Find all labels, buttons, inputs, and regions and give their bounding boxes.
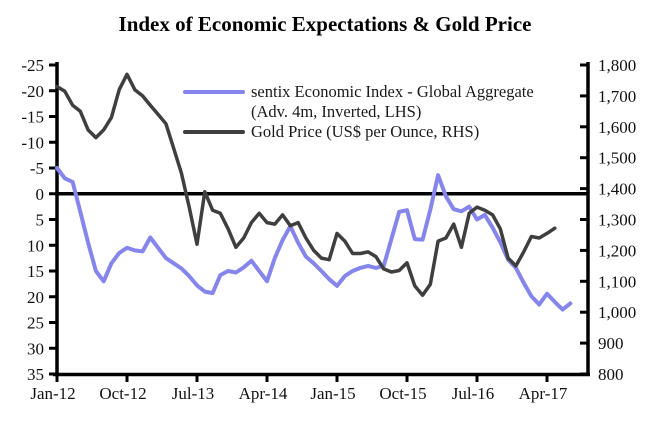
x-axis-tick-label: Oct-15 <box>379 384 426 403</box>
y-axis-right-tick-label: 1,800 <box>598 56 636 75</box>
y-axis-right-tick-label: 900 <box>598 334 624 353</box>
y-axis-right-tick-label: 1,700 <box>598 87 636 106</box>
y-axis-right-tick-label: 1,500 <box>598 149 636 168</box>
y-axis-left-tick-label: 5 <box>36 211 45 230</box>
series-line-gold <box>55 72 557 297</box>
y-axis-left-tick-label: -15 <box>21 108 44 127</box>
legend-label-sentix-line1: sentix Economic Index - Global Aggregate <box>251 82 534 101</box>
y-axis-left-tick-label: -20 <box>21 82 44 101</box>
y-axis-right-tick-label: 1,300 <box>598 211 636 230</box>
legend-item-gold: Gold Price (US$ per Ounce, RHS) <box>183 122 534 142</box>
y-axis-right-tick-label: 800 <box>598 365 624 384</box>
x-axis-tick-label: Jul-13 <box>172 384 215 403</box>
x-axis-tick-label: Jan-12 <box>30 384 75 403</box>
y-axis-right-tick-label: 1,600 <box>598 118 636 137</box>
legend-swatch-sentix-line <box>183 90 245 94</box>
chart-title: Index of Economic Expectations & Gold Pr… <box>118 12 532 36</box>
series-line-sentix <box>55 166 573 312</box>
x-axis-tick-label: Oct-12 <box>99 384 146 403</box>
legend-label-gold: Gold Price (US$ per Ounce, RHS) <box>251 122 480 141</box>
legend-swatch-gold-line <box>183 130 245 134</box>
y-axis-left-tick-label: 35 <box>27 365 44 384</box>
y-axis-left-tick-label: 10 <box>27 236 44 255</box>
y-axis-right-tick-label: 1,000 <box>598 303 636 322</box>
y-axis-left-tick-label: 0 <box>36 185 45 204</box>
y-axis-left-tick-label: -10 <box>21 133 44 152</box>
x-axis-tick-label: Apr-14 <box>239 384 288 403</box>
y-axis-right-tick-label: 1,200 <box>598 241 636 260</box>
y-axis-left-tick-label: -25 <box>21 56 44 75</box>
y-axis-left-tick-label: 20 <box>27 288 44 307</box>
x-axis-tick-label: Jul-16 <box>452 384 495 403</box>
y-axis-left-tick-label: 15 <box>27 262 44 281</box>
legend-label-sentix-line2: (Adv. 4m, Inverted, LHS) <box>251 102 422 121</box>
y-axis-right-tick-label: 1,400 <box>598 180 636 199</box>
legend-item-sentix-line2: (Adv. 4m, Inverted, LHS) <box>183 102 534 122</box>
legend-item-sentix: sentix Economic Index - Global Aggregate <box>183 82 534 102</box>
x-axis-tick-label: Jan-15 <box>310 384 355 403</box>
legend: sentix Economic Index - Global Aggregate… <box>183 82 534 142</box>
x-axis-tick-label: Apr-17 <box>519 384 568 403</box>
y-axis-left-tick-label: 25 <box>27 314 44 333</box>
y-axis-right-tick-label: 1,100 <box>598 272 636 291</box>
y-axis-left-tick-label: 30 <box>27 339 44 358</box>
y-axis-left-tick-label: -5 <box>30 159 44 178</box>
